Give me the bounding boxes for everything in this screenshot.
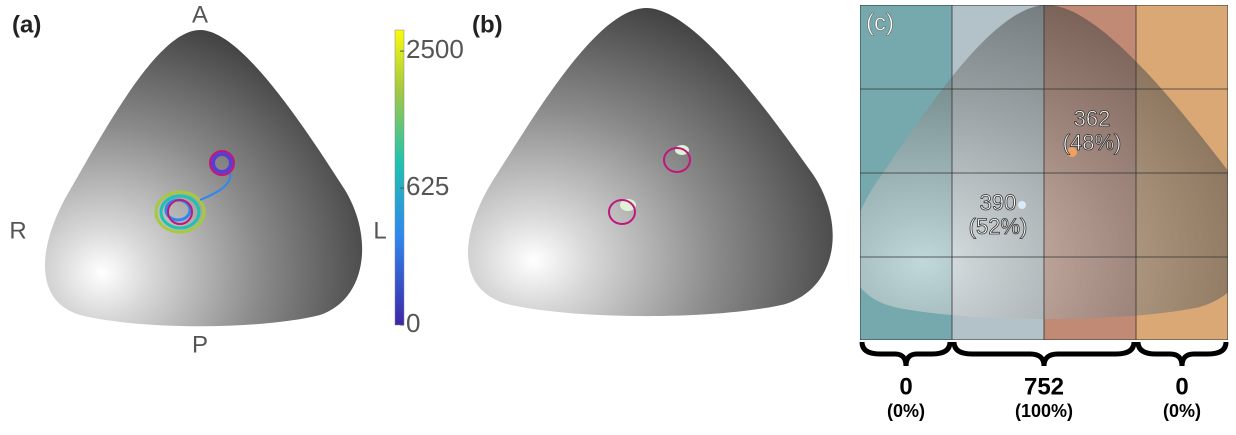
column-count: 752 [1024,373,1064,400]
colorbar-tick-label: 625 [406,171,449,201]
surface [45,30,362,326]
orientation: R [9,217,26,244]
figure: (a) A P R L (b) (c) 362 (48%) [0,0,1236,430]
colorbar-tick-label: 2500 [406,34,464,64]
column-count: 0 [899,373,912,400]
share: (52%) [969,214,1028,239]
column-share: (0%) [1163,401,1201,421]
colorbar [395,30,404,325]
orientation: P [192,331,208,358]
panel-label: (a) [12,11,41,38]
panel-label: (c) [866,9,894,36]
column-share: (0%) [887,401,925,421]
column-share: (100%) [1015,401,1073,421]
count: 390 [980,190,1017,215]
column-count: 0 [1175,373,1188,400]
colorbar-tick-label: 0 [406,308,420,338]
orientation: L [373,217,386,244]
orientation: A [192,1,208,28]
braces [862,342,1226,366]
quadrant-map [850,5,1236,340]
surface [468,8,833,316]
panel-label: (b) [472,11,503,38]
count: 362 [1074,106,1111,131]
share: (48%) [1063,130,1122,155]
